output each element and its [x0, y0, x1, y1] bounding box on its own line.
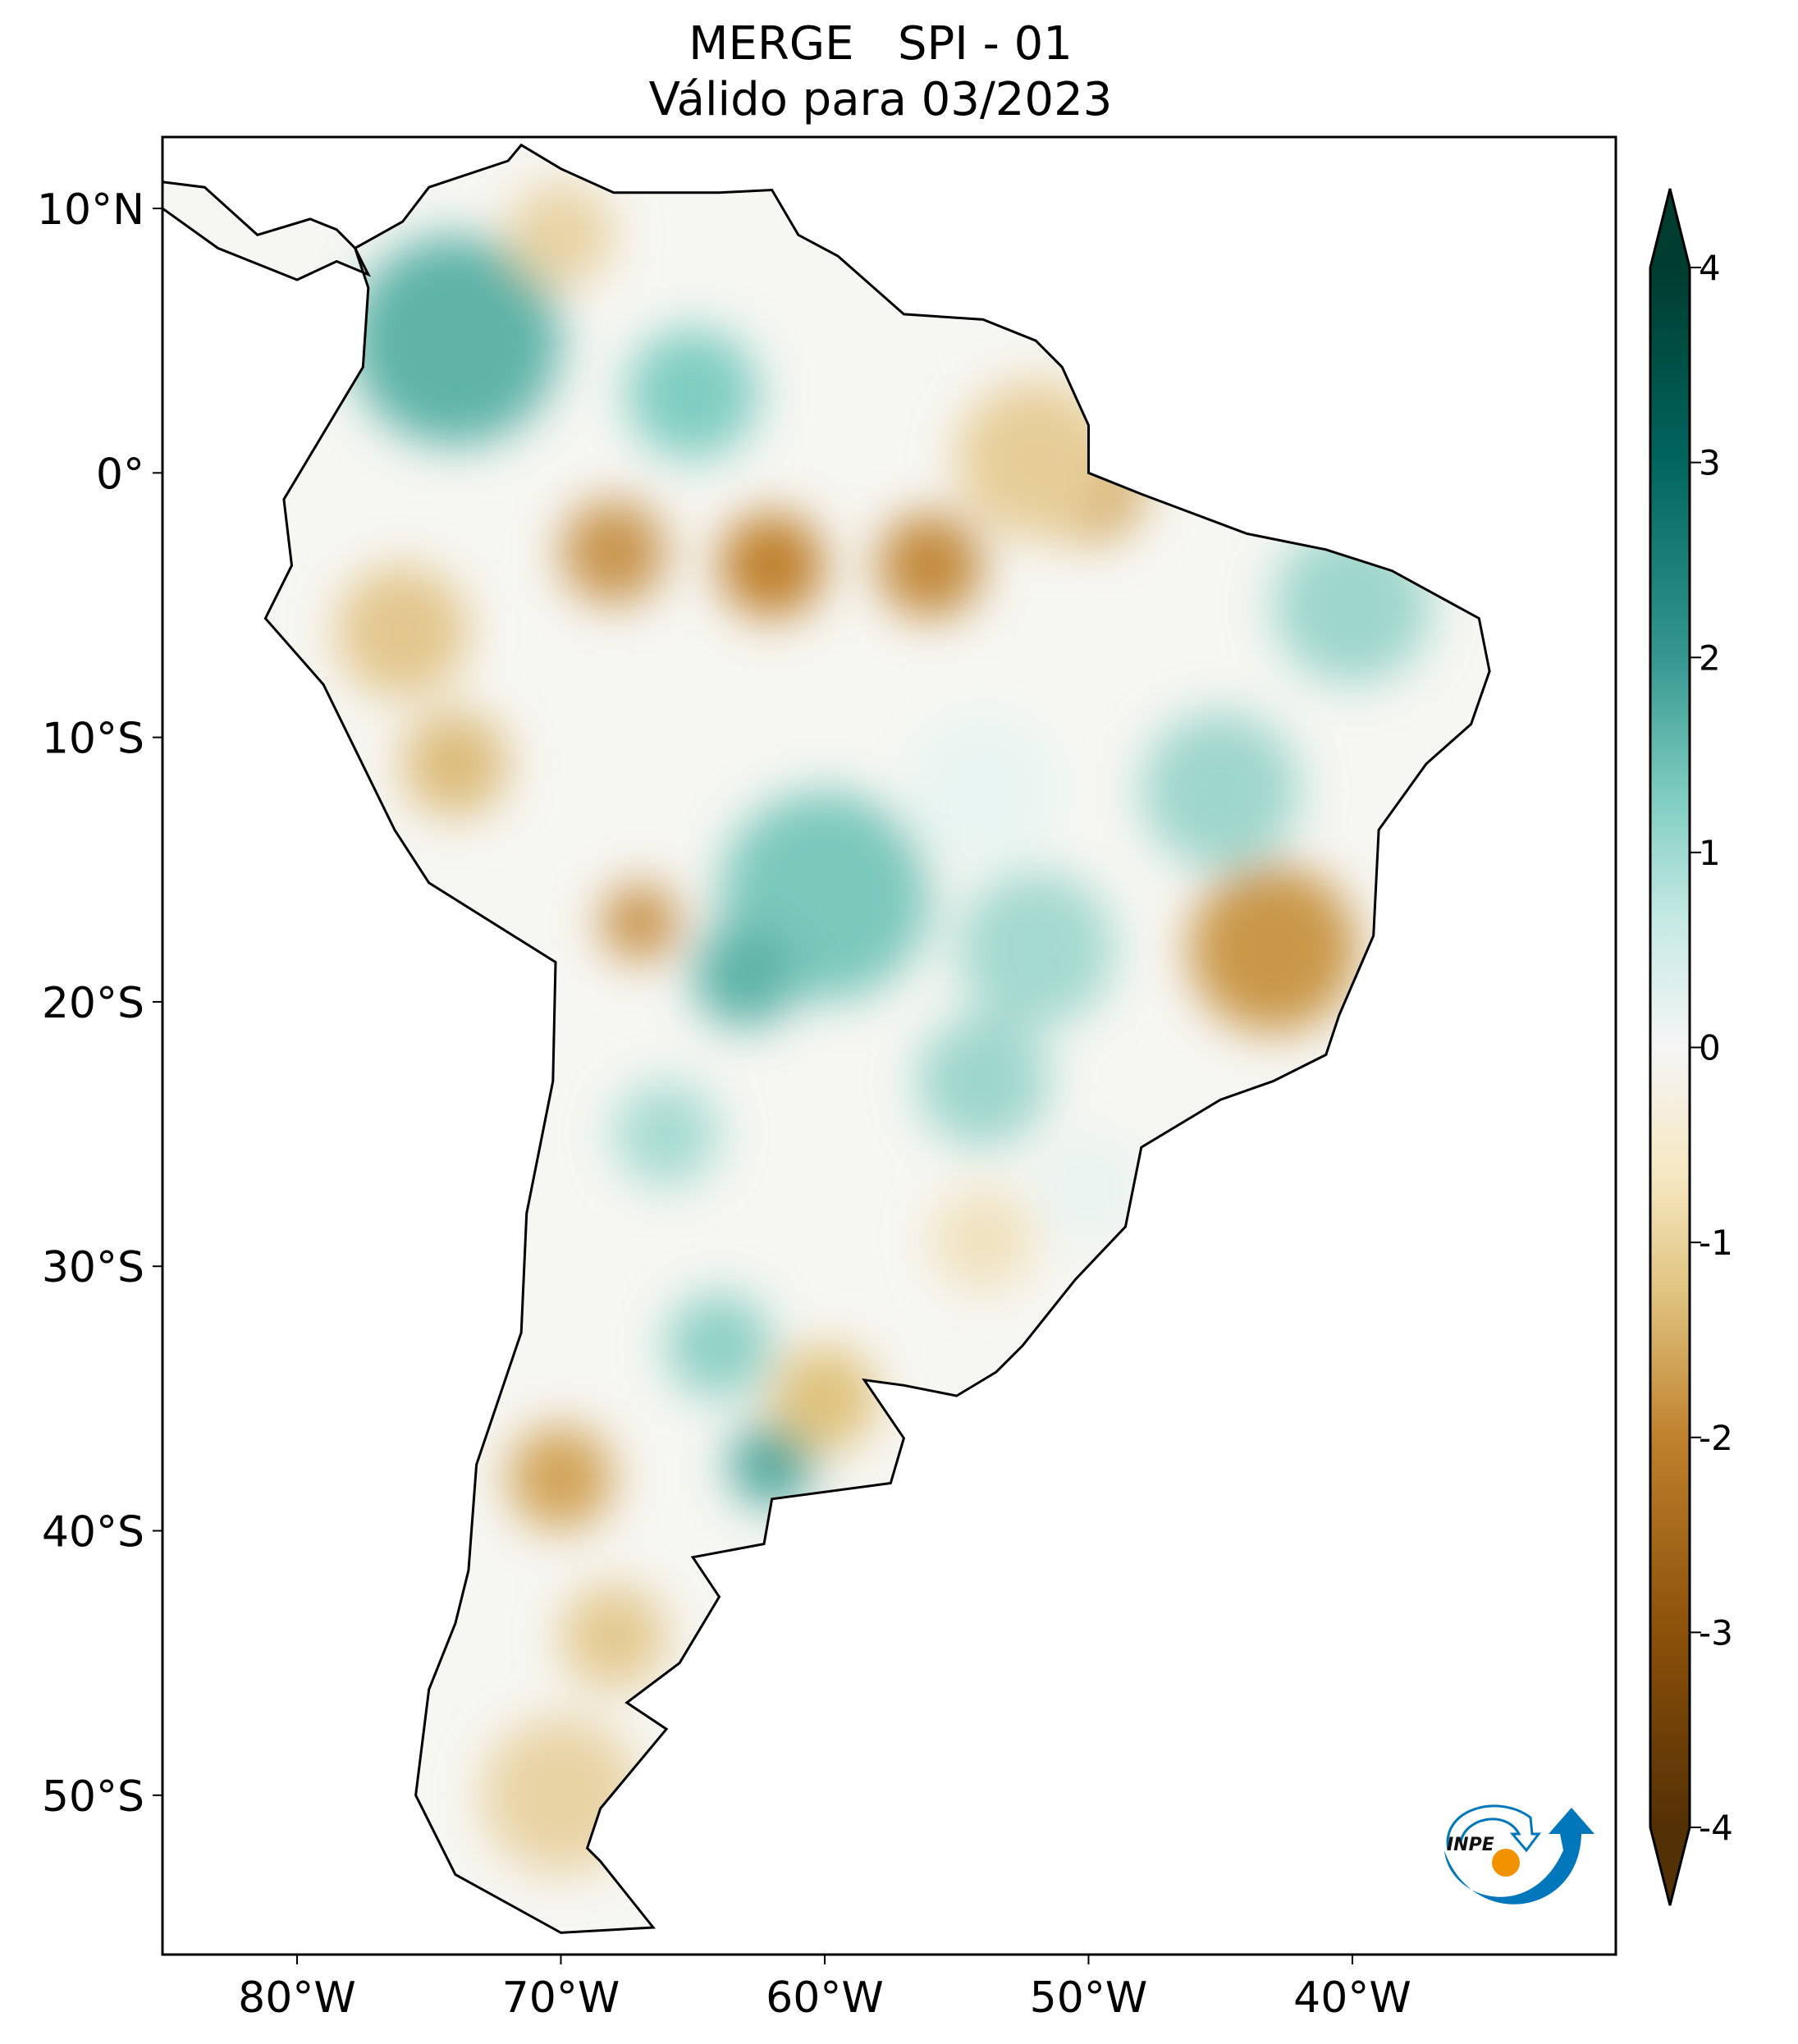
spi-anomaly — [730, 1422, 814, 1507]
spi-anomaly — [957, 870, 1115, 1028]
spi-anomaly — [930, 1187, 1036, 1292]
spi-anomaly — [402, 711, 508, 816]
spi-anomaly — [771, 1346, 877, 1452]
axis-ticks: 10°N 0° 10°S 20°S 30°S 40°S 50°S 80°W 70°W 60°W 50… — [37, 185, 1411, 2023]
colorbar-tick-label: -2 — [1699, 1418, 1733, 1458]
lat-tick-label: 50°S — [42, 1772, 144, 1822]
colorbar-tick-label: 1 — [1699, 833, 1721, 873]
coastline — [161, 143, 1491, 1934]
spi-anomaly — [508, 182, 614, 288]
spi-anomaly — [693, 922, 798, 1028]
colorbar-tick-label: -1 — [1699, 1223, 1733, 1263]
title-line-2: Válido para 03/2023 — [648, 73, 1113, 126]
land — [161, 143, 1491, 1934]
lon-tick-label: 70°W — [502, 1973, 620, 2023]
colorbar-tick-label: 3 — [1699, 443, 1721, 483]
spi-anomaly — [1036, 1134, 1141, 1240]
colorbar-tick-label: 4 — [1699, 248, 1721, 288]
lon-tick-label: 50°W — [1030, 1973, 1148, 2023]
spi-anomaly — [627, 327, 759, 460]
colorbar-tick-label: 0 — [1699, 1028, 1721, 1068]
spi-anomaly — [560, 500, 666, 606]
lat-tick-label: 0° — [96, 450, 144, 499]
logo-text: INPE — [1447, 1835, 1494, 1855]
spi-anomaly — [614, 1081, 720, 1187]
lon-tick-label: 60°W — [766, 1973, 884, 2023]
lat-tick-label: 30°S — [42, 1243, 144, 1292]
colorbar-extend-max — [1650, 189, 1690, 268]
lat-tick-label: 40°S — [42, 1508, 144, 1557]
spi-anomaly — [508, 1425, 614, 1531]
spi-anomaly — [1141, 711, 1300, 870]
inpe-logo: INPE — [1444, 1804, 1594, 1905]
spi-field — [336, 182, 1431, 1874]
colorbar-gradient — [1650, 268, 1690, 1827]
spi-anomaly — [350, 235, 560, 446]
spi-anomaly — [904, 711, 1062, 870]
land-fill — [162, 144, 1490, 1933]
spi-anomaly — [877, 513, 983, 619]
title-line-1: MERGE SPI - 01 — [689, 17, 1073, 71]
spi-anomaly — [1189, 865, 1357, 1033]
spi-anomaly — [957, 381, 1115, 539]
spi-anomaly — [560, 1584, 666, 1690]
lat-tick-label: 20°S — [42, 979, 144, 1028]
lon-tick-label: 40°W — [1293, 1973, 1411, 2023]
spi-anomaly — [719, 513, 825, 619]
lon-tick-label: 80°W — [238, 1973, 356, 2023]
spi-anomaly — [666, 1292, 772, 1398]
colorbar-tick-label: -3 — [1699, 1612, 1733, 1653]
spi-anomaly — [917, 1015, 1049, 1147]
colorbar: 4 3 2 1 0 -1 -2 -3 -4 — [1649, 188, 1733, 1906]
colorbar-extend-min — [1650, 1827, 1690, 1905]
colorbar-tick-label: 2 — [1699, 638, 1721, 678]
spi-anomaly — [336, 565, 469, 697]
colorbar-tick-label: -4 — [1699, 1808, 1733, 1848]
lat-tick-label: 10°S — [42, 715, 144, 764]
lat-tick-label: 10°N — [37, 185, 144, 235]
spi-anomaly — [600, 883, 679, 963]
